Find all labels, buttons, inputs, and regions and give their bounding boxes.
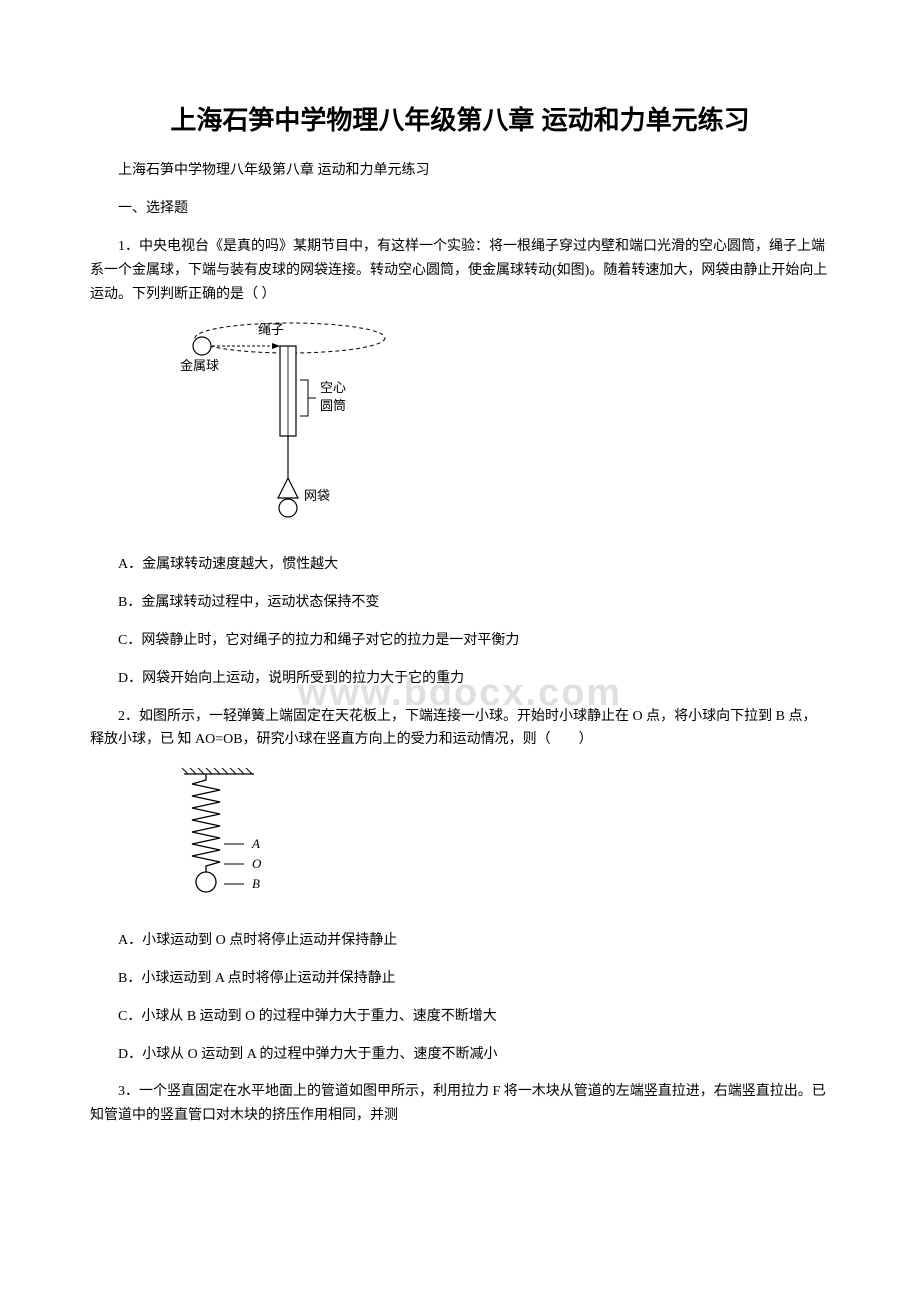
q1-option-b: B．金属球转动过程中，运动状态保持不变 <box>90 591 830 615</box>
q2-option-d: D．小球从 O 运动到 A 的过程中弹力大于重力、速度不断减小 <box>90 1043 830 1067</box>
page-title: 上海石笋中学物理八年级第八章 运动和力单元练习 <box>90 100 830 137</box>
q1-option-a: A．金属球转动速度越大，惯性越大 <box>90 553 830 577</box>
q2-stem: 2．如图所示，一轻弹簧上端固定在天花板上，下端连接一小球。开始时小球静止在 O … <box>90 705 830 753</box>
q3-stem: 3．一个竖直固定在水平地面上的管道如图甲所示，利用拉力 F 将一木块从管道的左端… <box>90 1080 830 1128</box>
q1-label-ball: 金属球 <box>180 358 219 373</box>
q1-label-tube1: 空心 <box>320 380 346 395</box>
q2-label-o: O <box>252 856 262 871</box>
q1-label-rope: 绳子 <box>258 322 284 337</box>
subtitle: 上海石笋中学物理八年级第八章 运动和力单元练习 <box>90 159 830 179</box>
q1-label-tube2: 圆筒 <box>320 398 346 413</box>
q2-option-a: A．小球运动到 O 点时将停止运动并保持静止 <box>90 929 830 953</box>
q2-option-b: B．小球运动到 A 点时将停止运动并保持静止 <box>90 967 830 991</box>
q2-figure: A O B <box>180 766 830 911</box>
q1-option-c: C．网袋静止时，它对绳子的拉力和绳子对它的拉力是一对平衡力 <box>90 629 830 653</box>
q1-label-bag: 网袋 <box>304 488 330 503</box>
q1-stem: 1．中央电视台《是真的吗》某期节目中，有这样一个实验：将一根绳子穿过内壁和端口光… <box>90 235 830 306</box>
q2-label-a: A <box>251 836 260 851</box>
q2-option-c: C．小球从 B 运动到 O 的过程中弹力大于重力、速度不断增大 <box>90 1005 830 1029</box>
section-heading: 一、选择题 <box>90 197 830 217</box>
q1-option-d: D．网袋开始向上运动，说明所受到的拉力大于它的重力 <box>90 667 830 691</box>
q2-label-b: B <box>252 876 260 891</box>
q1-figure: 绳子 金属球 空心 圆筒 网袋 <box>180 320 830 535</box>
